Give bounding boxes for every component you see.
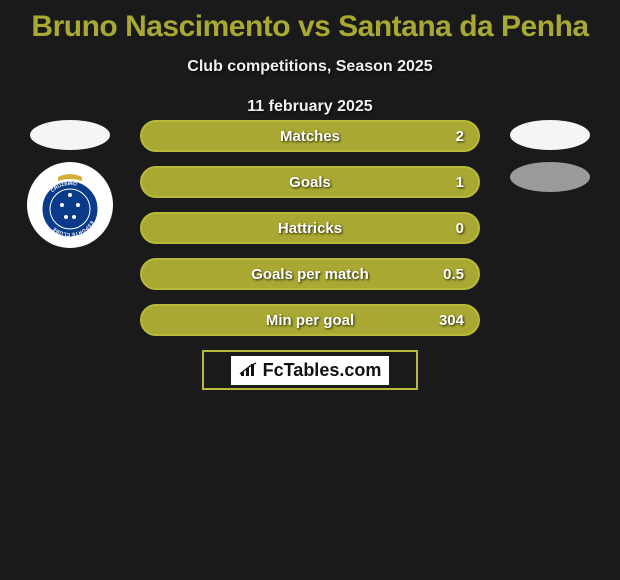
stat-bar-hattricks: Hattricks 0 [140, 212, 480, 244]
stat-label: Min per goal [266, 312, 354, 329]
bar-chart-icon [239, 362, 259, 378]
player-placeholder-oval [510, 120, 590, 150]
stat-value: 304 [439, 312, 464, 329]
stat-label: Matches [280, 128, 340, 145]
stat-value: 0 [456, 220, 464, 237]
club-crest-icon: CRUZEIRO ESPORTE CLUBE [34, 169, 106, 241]
club-badge-cruzeiro: CRUZEIRO ESPORTE CLUBE [27, 162, 113, 248]
date-text: 11 february 2025 [0, 98, 620, 116]
stat-label: Goals [289, 174, 331, 191]
site-watermark: FcTables.com [202, 350, 418, 390]
stat-value: 0.5 [443, 266, 464, 283]
subtitle: Club competitions, Season 2025 [0, 58, 620, 76]
stat-bar-matches: Matches 2 [140, 120, 480, 152]
left-player-column: CRUZEIRO ESPORTE CLUBE [20, 120, 120, 248]
stat-label: Goals per match [251, 266, 369, 283]
stat-value: 2 [456, 128, 464, 145]
player-placeholder-oval [510, 162, 590, 192]
site-name: FcTables.com [263, 360, 382, 381]
stat-bar-goals-per-match: Goals per match 0.5 [140, 258, 480, 290]
page-title: Bruno Nascimento vs Santana da Penha [0, 0, 620, 44]
stat-label: Hattricks [278, 220, 342, 237]
player-placeholder-oval [30, 120, 110, 150]
stat-bar-min-per-goal: Min per goal 304 [140, 304, 480, 336]
right-player-column [500, 120, 600, 204]
stats-bars: Matches 2 Goals 1 Hattricks 0 Goals per … [140, 120, 480, 390]
stat-bar-goals: Goals 1 [140, 166, 480, 198]
stat-value: 1 [456, 174, 464, 191]
